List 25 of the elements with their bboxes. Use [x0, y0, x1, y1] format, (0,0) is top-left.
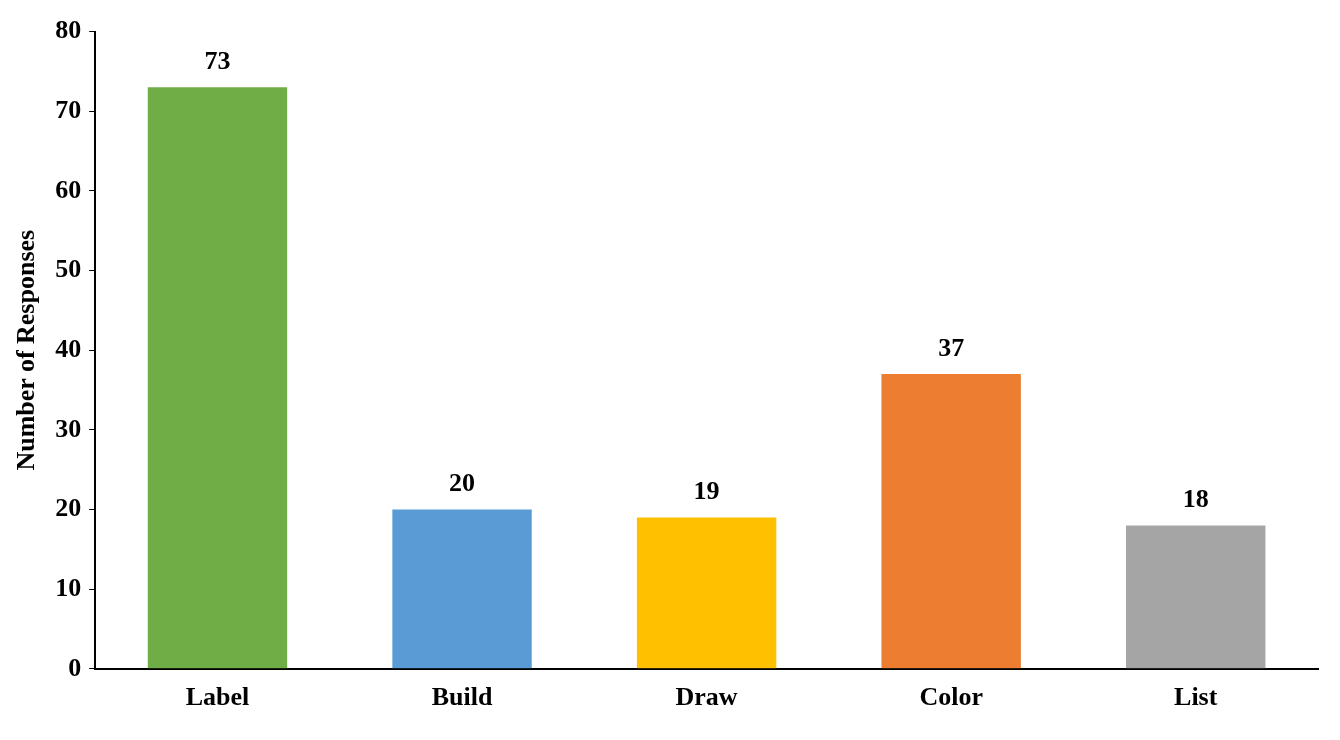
x-tick-label: Color [919, 682, 983, 712]
x-tick-label: Label [185, 682, 250, 712]
data-label: 19 [693, 476, 720, 506]
bar [636, 517, 777, 669]
y-tick-label: 10 [55, 572, 82, 602]
y-tick-label: 60 [55, 174, 82, 204]
bar [392, 509, 532, 669]
bar [1126, 525, 1266, 669]
data-label: 37 [938, 332, 965, 362]
data-label: 18 [1182, 484, 1209, 514]
y-tick-label: 40 [55, 333, 82, 363]
y-tick-label: 30 [55, 413, 82, 443]
y-tick-label: 70 [55, 94, 82, 124]
y-tick-label: 0 [68, 652, 82, 682]
data-label: 73 [204, 46, 231, 76]
y-tick-label: 80 [55, 15, 82, 45]
x-tick-label: Build [431, 682, 493, 712]
y-tick-label: 20 [55, 493, 82, 523]
y-tick-label: 50 [55, 254, 82, 284]
x-tick-label: Draw [675, 682, 738, 712]
bar [881, 374, 1021, 669]
y-axis-title: Number of Responses [11, 229, 41, 471]
x-tick-label: List [1174, 682, 1218, 712]
bar [147, 87, 288, 669]
data-label: 20 [449, 468, 476, 498]
